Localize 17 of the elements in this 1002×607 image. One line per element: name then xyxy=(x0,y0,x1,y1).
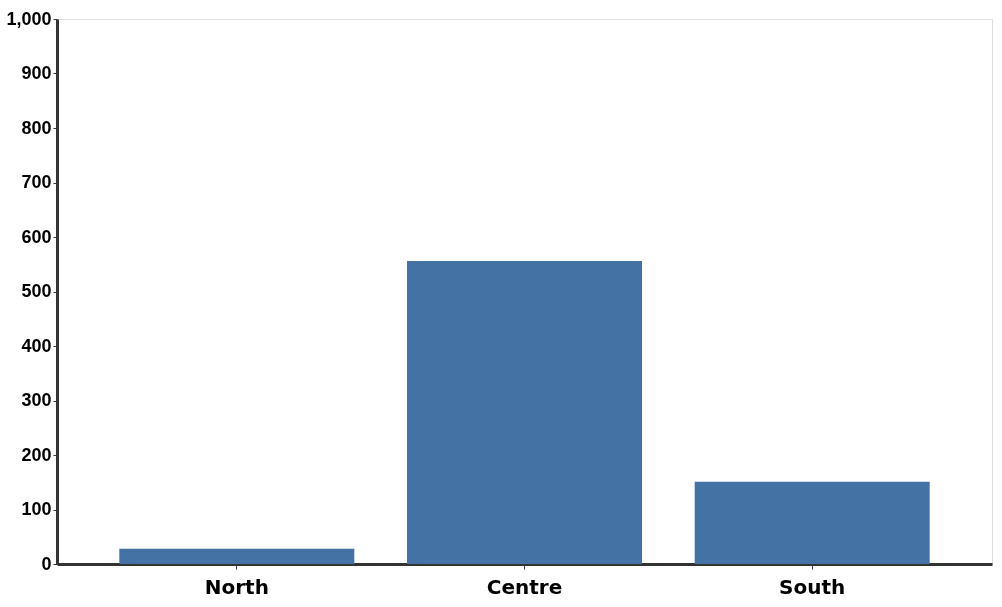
bar xyxy=(119,548,355,564)
y-tick-label: 300 xyxy=(21,390,52,410)
x-tick-label: South xyxy=(779,574,846,599)
bar xyxy=(694,481,930,564)
y-tick-label: 400 xyxy=(21,335,52,356)
y-tick-label: 1,000 xyxy=(6,8,52,29)
x-tick-label: North xyxy=(204,574,269,599)
y-tick-label: 600 xyxy=(21,226,52,247)
bar xyxy=(407,260,642,564)
y-tick-label: 0 xyxy=(41,553,52,574)
y-tick-label: 700 xyxy=(21,172,52,192)
y-tick-label: 200 xyxy=(21,444,52,465)
y-tick-label: 500 xyxy=(21,281,52,301)
y-tick-label: 100 xyxy=(21,499,52,519)
y-tick-label: 900 xyxy=(21,63,52,83)
y-tick-label: 800 xyxy=(21,117,52,138)
x-tick-label: Centre xyxy=(486,574,563,599)
